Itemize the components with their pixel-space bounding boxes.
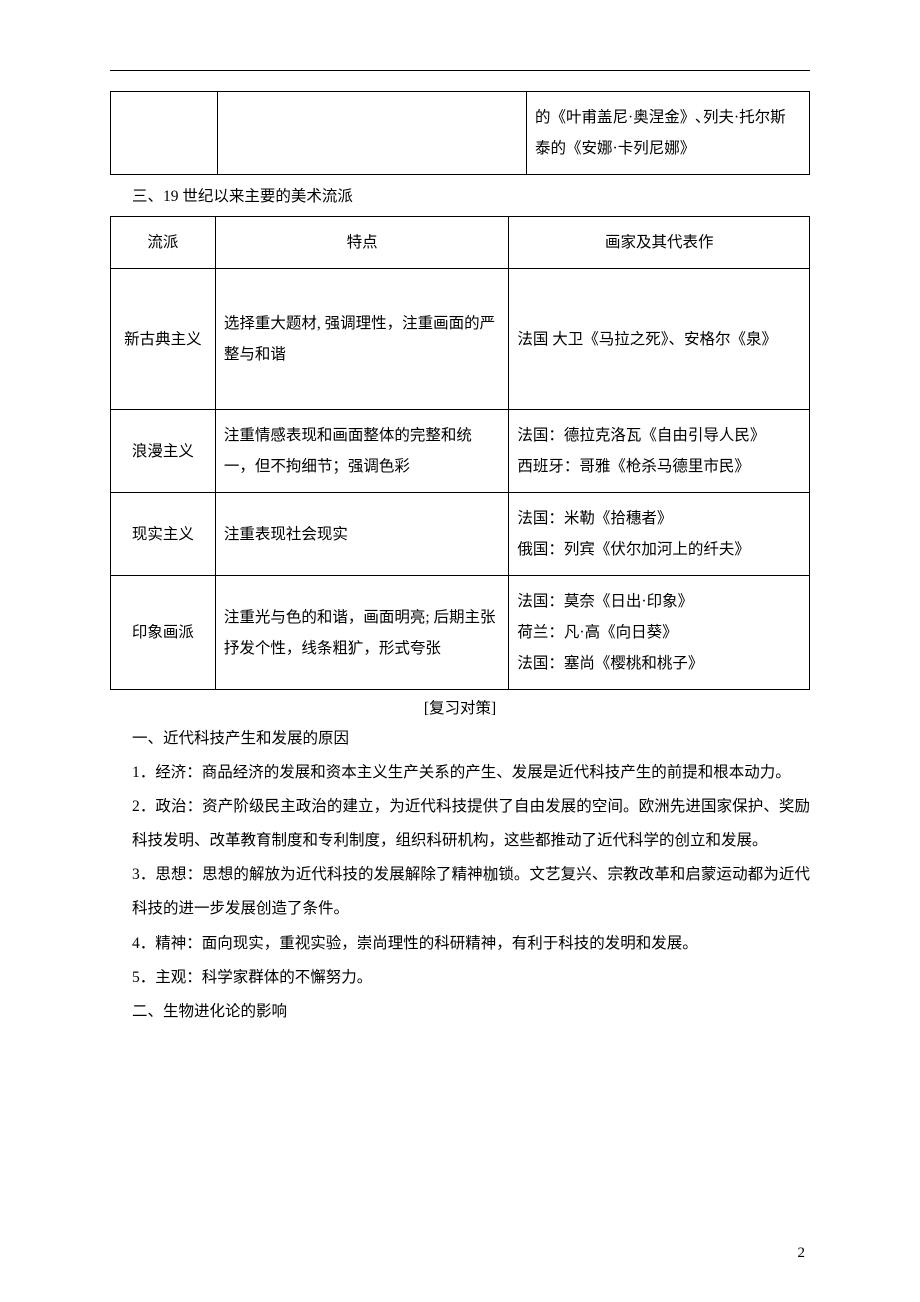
cell-school: 现实主义 bbox=[111, 493, 216, 576]
top-rule bbox=[110, 70, 810, 71]
page: 的《叶甫盖尼·奥涅金》､列夫·托尔斯泰的《安娜·卡列尼娜》 三、19 世纪以来主… bbox=[0, 0, 920, 1302]
cell-school: 印象画派 bbox=[111, 576, 216, 690]
cell-empty bbox=[218, 92, 527, 175]
heading-causes: 一、近代科技产生和发展的原因 bbox=[132, 722, 810, 756]
cell-school: 新古典主义 bbox=[111, 269, 216, 410]
paragraph-politics: 2．政治：资产阶级民主政治的建立，为近代科技提供了自由发展的空间。欧洲先进国家保… bbox=[132, 790, 810, 858]
th-feature: 特点 bbox=[215, 217, 509, 269]
cell-artists: 法国：莫奈《日出·印象》荷兰：凡·高《向日葵》法国：塞尚《樱桃和桃子》 bbox=[509, 576, 810, 690]
cell-feature: 注重光与色的和谐，画面明亮; 后期主张抒发个性，线条粗犷，形式夸张 bbox=[215, 576, 509, 690]
cell-artists: 法国：德拉克洛瓦《自由引导人民》西班牙：哥雅《枪杀马德里市民》 bbox=[509, 410, 810, 493]
cell-feature: 注重表现社会现实 bbox=[215, 493, 509, 576]
page-number: 2 bbox=[798, 1245, 806, 1262]
cell-feature: 选择重大题材, 强调理性，注重画面的严整与和谐 bbox=[215, 269, 509, 410]
table-art-schools: 流派 特点 画家及其代表作 新古典主义 选择重大题材, 强调理性，注重画面的严整… bbox=[110, 216, 810, 690]
table-row: 新古典主义 选择重大题材, 强调理性，注重画面的严整与和谐 法国 大卫《马拉之死… bbox=[111, 269, 810, 410]
heading-evolution: 二、生物进化论的影响 bbox=[132, 995, 810, 1029]
cell-empty bbox=[111, 92, 218, 175]
cell-works: 的《叶甫盖尼·奥涅金》､列夫·托尔斯泰的《安娜·卡列尼娜》 bbox=[527, 92, 810, 175]
table-row: 浪漫主义 注重情感表现和画面整体的完整和统一，但不拘细节；强调色彩 法国：德拉克… bbox=[111, 410, 810, 493]
table-row: 的《叶甫盖尼·奥涅金》､列夫·托尔斯泰的《安娜·卡列尼娜》 bbox=[111, 92, 810, 175]
th-artists: 画家及其代表作 bbox=[509, 217, 810, 269]
cell-school: 浪漫主义 bbox=[111, 410, 216, 493]
paragraph-subjective: 5．主观：科学家群体的不懈努力。 bbox=[132, 961, 810, 995]
paragraph-spirit: 4．精神：面向现实，重视实验，崇尚理性的科研精神，有利于科技的发明和发展。 bbox=[132, 927, 810, 961]
table-fragment-previous: 的《叶甫盖尼·奥涅金》､列夫·托尔斯泰的《安娜·卡列尼娜》 bbox=[110, 91, 810, 175]
table-row: 印象画派 注重光与色的和谐，画面明亮; 后期主张抒发个性，线条粗犷，形式夸张 法… bbox=[111, 576, 810, 690]
paragraph-thought: 3．思想：思想的解放为近代科技的发展解除了精神枷锁。文艺复兴、宗教改革和启蒙运动… bbox=[132, 858, 810, 926]
review-strategies-label: [复习对策] bbox=[110, 696, 810, 718]
section-title-art-schools: 三、19 世纪以来主要的美术流派 bbox=[132, 181, 810, 212]
cell-feature: 注重情感表现和画面整体的完整和统一，但不拘细节；强调色彩 bbox=[215, 410, 509, 493]
cell-artists: 法国 大卫《马拉之死》、安格尔《泉》 bbox=[509, 269, 810, 410]
paragraph-economy: 1．经济：商品经济的发展和资本主义生产关系的产生、发展是近代科技产生的前提和根本… bbox=[132, 756, 810, 790]
th-school: 流派 bbox=[111, 217, 216, 269]
table-header-row: 流派 特点 画家及其代表作 bbox=[111, 217, 810, 269]
cell-artists: 法国：米勒《拾穗者》俄国：列宾《伏尔加河上的纤夫》 bbox=[509, 493, 810, 576]
table-row: 现实主义 注重表现社会现实 法国：米勒《拾穗者》俄国：列宾《伏尔加河上的纤夫》 bbox=[111, 493, 810, 576]
